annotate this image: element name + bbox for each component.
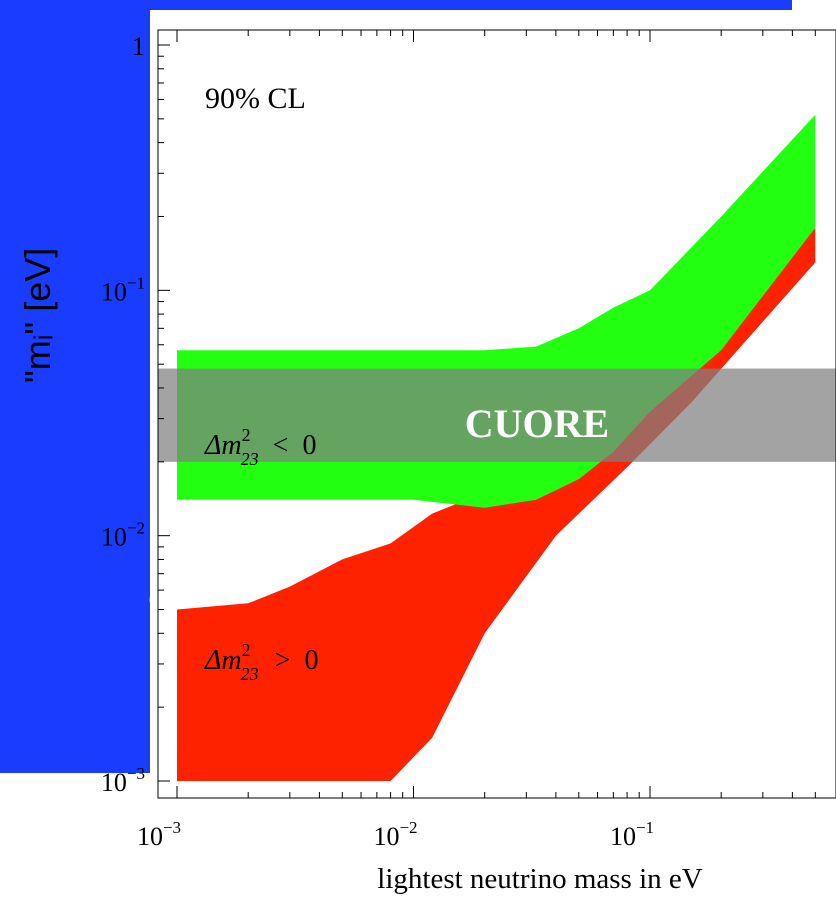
x-axis-label: lightest neutrino mass in eV [377, 863, 702, 895]
cuore-label: CUORE [465, 401, 609, 446]
x-tick-label: 10−2 [373, 818, 417, 851]
slide-background-top [0, 0, 792, 10]
y-axis-label: "mᵢ" [eV] [17, 247, 58, 383]
chart-axes: 10−3 10−2 10−1 10−3 10−2 10−1 1 [101, 29, 836, 851]
y-tick-label: 10−2 [101, 519, 145, 552]
x-tick-label: 10−1 [610, 818, 654, 851]
normal-hierarchy-label: Δm2 23 >0 [204, 640, 318, 684]
cl-label: 90% CL [205, 82, 306, 115]
cuore-band [158, 368, 836, 462]
inverted-hierarchy-label: Δm2 23 <0 [204, 425, 316, 469]
plot-frame [157, 29, 836, 799]
slide-background-left [0, 0, 150, 773]
y-tick-label: 1 [132, 32, 145, 61]
y-tick-label: 10−3 [101, 764, 145, 797]
y-tick-label: 10−1 [101, 273, 145, 306]
x-tick-label: 10−3 [137, 818, 181, 851]
